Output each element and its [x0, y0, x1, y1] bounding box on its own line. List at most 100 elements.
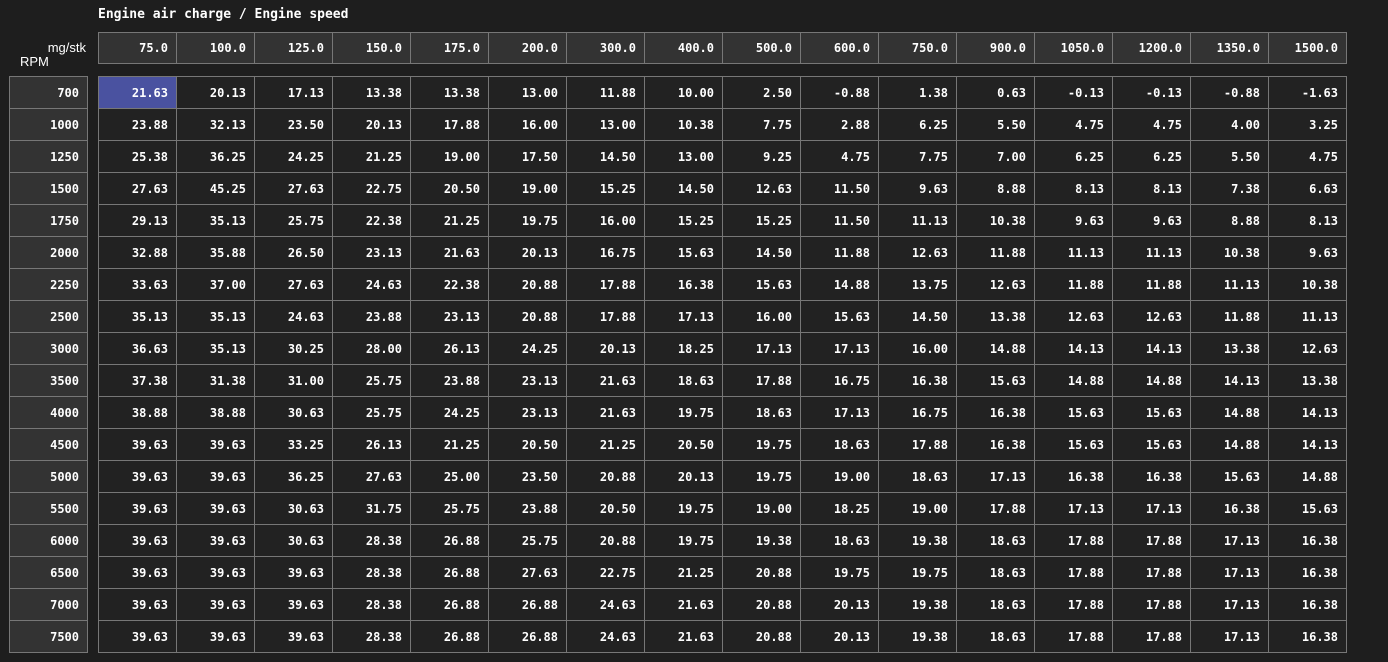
table-cell[interactable]: 19.75 [801, 557, 879, 589]
table-cell[interactable]: 7.75 [723, 109, 801, 141]
table-cell[interactable]: 18.25 [801, 493, 879, 525]
table-cell[interactable]: 13.38 [333, 77, 411, 109]
table-cell[interactable]: 37.00 [177, 269, 255, 301]
table-cell[interactable]: 12.63 [1269, 333, 1347, 365]
table-cell[interactable]: 13.38 [957, 301, 1035, 333]
table-cell[interactable]: 17.88 [879, 429, 957, 461]
table-cell[interactable]: 9.63 [1113, 205, 1191, 237]
table-cell[interactable]: 21.63 [645, 621, 723, 653]
table-cell[interactable]: 25.75 [255, 205, 333, 237]
table-cell[interactable]: 16.75 [879, 397, 957, 429]
table-cell[interactable]: 19.75 [645, 525, 723, 557]
table-cell[interactable]: 14.88 [1191, 397, 1269, 429]
table-cell[interactable]: -0.88 [801, 77, 879, 109]
table-cell[interactable]: 16.38 [1191, 493, 1269, 525]
column-header[interactable]: 1350.0 [1191, 33, 1269, 64]
row-header[interactable]: 700 [10, 77, 88, 109]
table-cell[interactable]: 5.50 [1191, 141, 1269, 173]
table-cell[interactable]: 20.13 [333, 109, 411, 141]
table-cell[interactable]: 13.00 [489, 77, 567, 109]
table-cell[interactable]: 39.63 [255, 621, 333, 653]
table-cell[interactable]: 4.75 [1035, 109, 1113, 141]
column-header[interactable]: 175.0 [411, 33, 489, 64]
table-cell[interactable]: 19.38 [879, 621, 957, 653]
table-cell[interactable]: 21.63 [567, 365, 645, 397]
table-cell[interactable]: 11.13 [879, 205, 957, 237]
table-cell[interactable]: 16.00 [879, 333, 957, 365]
table-cell[interactable]: 18.63 [645, 365, 723, 397]
table-cell[interactable]: 14.13 [1113, 333, 1191, 365]
table-cell[interactable]: 39.63 [99, 557, 177, 589]
table-cell[interactable]: 17.13 [645, 301, 723, 333]
table-cell[interactable]: 26.13 [333, 429, 411, 461]
row-header[interactable]: 1000 [10, 109, 88, 141]
table-cell[interactable]: 17.13 [1191, 525, 1269, 557]
table-cell[interactable]: 7.00 [957, 141, 1035, 173]
table-cell[interactable]: 22.75 [333, 173, 411, 205]
table-cell[interactable]: 11.88 [1035, 269, 1113, 301]
table-cell[interactable]: 11.13 [1035, 237, 1113, 269]
table-cell[interactable]: 25.00 [411, 461, 489, 493]
table-cell[interactable]: 18.63 [879, 461, 957, 493]
table-cell[interactable]: 19.00 [723, 493, 801, 525]
table-cell[interactable]: 17.88 [1035, 525, 1113, 557]
row-header[interactable]: 4500 [10, 429, 88, 461]
table-cell[interactable]: 39.63 [177, 557, 255, 589]
table-cell[interactable]: 25.38 [99, 141, 177, 173]
row-header[interactable]: 6000 [10, 525, 88, 557]
table-cell[interactable]: 19.75 [645, 397, 723, 429]
table-cell[interactable]: 21.63 [645, 589, 723, 621]
table-cell[interactable]: 23.88 [333, 301, 411, 333]
table-cell[interactable]: 17.13 [801, 333, 879, 365]
table-cell[interactable]: 20.88 [567, 525, 645, 557]
table-cell[interactable]: 20.88 [567, 461, 645, 493]
table-cell[interactable]: 27.63 [255, 173, 333, 205]
table-cell[interactable]: 11.13 [1113, 237, 1191, 269]
row-header[interactable]: 7500 [10, 621, 88, 653]
row-header[interactable]: 5000 [10, 461, 88, 493]
column-header[interactable]: 125.0 [255, 33, 333, 64]
table-cell[interactable]: 20.13 [177, 77, 255, 109]
table-cell[interactable]: 19.75 [489, 205, 567, 237]
table-cell[interactable]: 14.13 [1191, 365, 1269, 397]
table-cell[interactable]: 20.50 [645, 429, 723, 461]
table-cell[interactable]: 12.63 [723, 173, 801, 205]
column-header[interactable]: 150.0 [333, 33, 411, 64]
table-cell[interactable]: 17.88 [1113, 589, 1191, 621]
table-cell[interactable]: 17.13 [801, 397, 879, 429]
column-header[interactable]: 900.0 [957, 33, 1035, 64]
column-header[interactable]: 400.0 [645, 33, 723, 64]
table-cell[interactable]: 0.63 [957, 77, 1035, 109]
row-header[interactable]: 6500 [10, 557, 88, 589]
table-cell[interactable]: 14.88 [1035, 365, 1113, 397]
table-cell[interactable]: 9.63 [879, 173, 957, 205]
table-cell[interactable]: 11.88 [1191, 301, 1269, 333]
table-cell[interactable]: 39.63 [177, 461, 255, 493]
table-cell[interactable]: 15.25 [723, 205, 801, 237]
table-cell[interactable]: 13.00 [645, 141, 723, 173]
table-cell[interactable]: 19.38 [723, 525, 801, 557]
table-cell[interactable]: 35.13 [177, 301, 255, 333]
table-cell[interactable]: 39.63 [177, 621, 255, 653]
table-cell[interactable]: 39.63 [99, 429, 177, 461]
table-cell[interactable]: 28.38 [333, 525, 411, 557]
table-cell[interactable]: 16.00 [723, 301, 801, 333]
table-cell[interactable]: 20.13 [645, 461, 723, 493]
table-cell[interactable]: 15.25 [645, 205, 723, 237]
table-cell[interactable]: 39.63 [255, 557, 333, 589]
table-cell[interactable]: 18.63 [801, 429, 879, 461]
table-cell[interactable]: 16.38 [1269, 557, 1347, 589]
table-cell[interactable]: 32.13 [177, 109, 255, 141]
table-cell[interactable]: 16.00 [567, 205, 645, 237]
column-header[interactable]: 1500.0 [1269, 33, 1347, 64]
table-cell[interactable]: 18.25 [645, 333, 723, 365]
table-cell[interactable]: 4.00 [1191, 109, 1269, 141]
table-cell[interactable]: 17.88 [1035, 621, 1113, 653]
table-cell[interactable]: 39.63 [99, 493, 177, 525]
table-cell[interactable]: 14.50 [645, 173, 723, 205]
table-cell[interactable]: 11.50 [801, 173, 879, 205]
table-cell[interactable]: 18.63 [957, 589, 1035, 621]
table-cell[interactable]: 15.63 [1113, 397, 1191, 429]
table-cell[interactable]: 35.13 [177, 205, 255, 237]
table-cell[interactable]: 12.63 [1035, 301, 1113, 333]
